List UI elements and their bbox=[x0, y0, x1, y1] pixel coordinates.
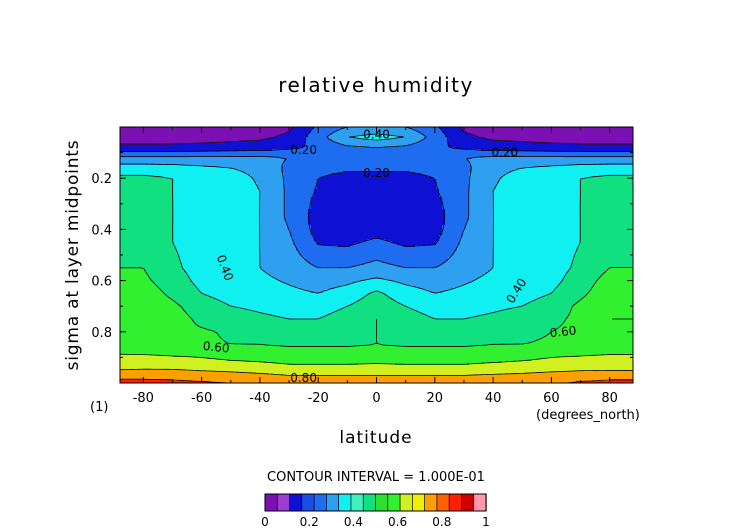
panel-label: (1) bbox=[90, 400, 108, 415]
colorbar-bin bbox=[351, 494, 364, 511]
x-tick-label: -80 bbox=[133, 391, 154, 406]
colorbar-bin bbox=[314, 494, 327, 511]
y-tick-label: 0.6 bbox=[91, 275, 112, 290]
colorbar-bin bbox=[388, 494, 401, 511]
y-tick-label: 0.4 bbox=[91, 223, 112, 238]
y-tick-label: 0.8 bbox=[91, 326, 112, 341]
colorbar-bin bbox=[474, 494, 487, 511]
colorbar-bin bbox=[376, 494, 389, 511]
colorbar-bin bbox=[425, 494, 438, 511]
colorbar-tick-label: 0.4 bbox=[344, 515, 363, 529]
colorbar-bin bbox=[449, 494, 462, 511]
colorbar-bin bbox=[412, 494, 425, 511]
x-tick-label: 80 bbox=[601, 391, 618, 406]
x-tick-label: -40 bbox=[249, 391, 270, 406]
x-tick-label: -60 bbox=[191, 391, 212, 406]
colorbar-tick-label: 0.8 bbox=[432, 515, 451, 529]
colorbar-bin bbox=[461, 494, 474, 511]
colorbar-tick-label: 0.2 bbox=[300, 515, 319, 529]
plot-area: 0.400.200.200.200.400.400.600.600.80 bbox=[120, 127, 634, 385]
y-axis-label: sigma at layer midpoints bbox=[63, 140, 83, 371]
contour-label: 0.60 bbox=[549, 323, 577, 340]
contour-label: 0.20 bbox=[363, 166, 390, 180]
x-tick-label: 60 bbox=[543, 391, 560, 406]
colorbar-bin bbox=[326, 494, 339, 511]
x-tick-label: 20 bbox=[427, 391, 444, 406]
colorbar-bin bbox=[400, 494, 413, 511]
contour-label: 0.60 bbox=[202, 339, 230, 356]
colorbar-bin bbox=[277, 494, 290, 511]
colorbar: 0 0.2 0.4 0.6 0.8 1 bbox=[261, 494, 490, 529]
chart-title: relative humidity bbox=[278, 73, 474, 97]
x-axis-label: latitude bbox=[339, 428, 412, 448]
contour-interval-label: CONTOUR INTERVAL = 1.000E-01 bbox=[267, 470, 485, 485]
y-tick-label: 0.2 bbox=[91, 172, 112, 187]
x-tick-label: 0 bbox=[372, 391, 380, 406]
colorbar-tick-label: 1 bbox=[482, 515, 490, 529]
contour-label: 0.20 bbox=[491, 146, 518, 160]
colorbar-tick-label: 0 bbox=[261, 515, 269, 529]
colorbar-bin bbox=[339, 494, 352, 511]
colorbar-bin bbox=[302, 494, 315, 511]
x-axis-units: (degrees_north) bbox=[536, 408, 640, 423]
contour-label: 0.20 bbox=[290, 143, 317, 157]
colorbar-bin bbox=[437, 494, 450, 511]
x-tick-label: -20 bbox=[308, 391, 329, 406]
colorbar-bin bbox=[363, 494, 376, 511]
x-tick-label: 40 bbox=[485, 391, 502, 406]
colorbar-bin bbox=[265, 494, 278, 511]
colorbar-bin bbox=[290, 494, 303, 511]
colorbar-tick-label: 0.6 bbox=[388, 515, 407, 529]
